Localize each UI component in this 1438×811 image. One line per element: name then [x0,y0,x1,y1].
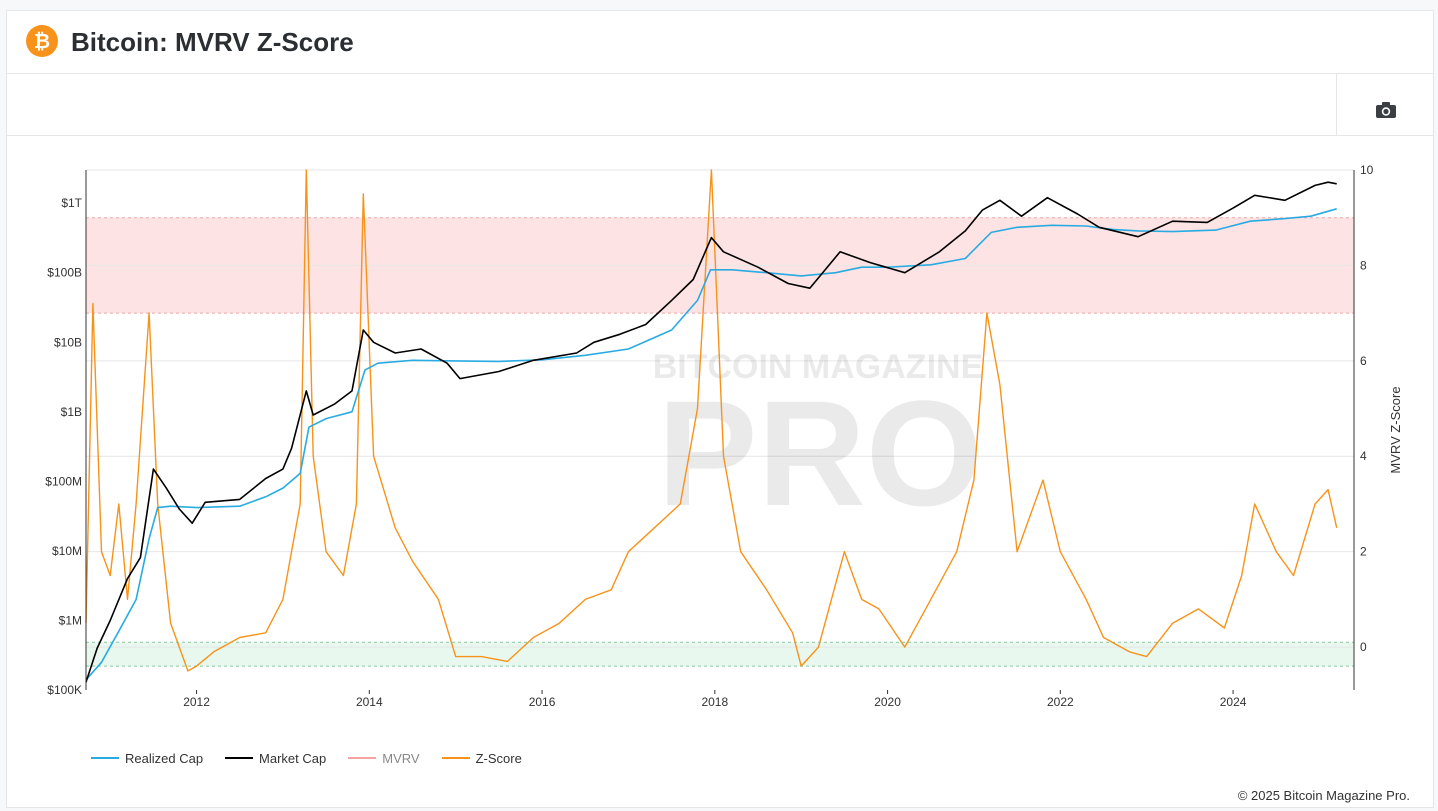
y-tick-label: $100B [47,266,82,280]
legend-item-z-score[interactable]: Z-Score [441,750,522,766]
zone-undervalued [86,642,1354,667]
right-tick-label: 0 [1360,640,1367,654]
axes [85,170,1355,690]
legend-label: MVRV [382,750,420,766]
legend-item-market-cap[interactable]: Market Cap [225,751,326,766]
chart-legend: Realized Cap Market Cap MVRV Z-Score [91,748,522,768]
y-tick-label: $100M [45,474,82,488]
right-tick-label: 8 [1360,258,1367,272]
watermark-line1: BITCOIN MAGAZINE [653,348,984,386]
legend-label: Market Cap [259,750,327,766]
legend-swatch [348,757,377,759]
y-tick-label: $10M [52,544,82,558]
legend-item-realized-cap[interactable]: Realized Cap [91,751,203,766]
chart-toolbar [7,73,1433,136]
y-tick-label: $100K [47,683,82,697]
right-tick-label: 10 [1360,163,1374,177]
legend-label: Realized Cap [125,750,204,766]
chart-card: ₿ Bitcoin: MVRV Z-Score [6,10,1434,808]
x-tick-label: 2018 [701,695,728,709]
series-line-z-score [85,169,1338,672]
series-lines [85,169,1338,683]
y-tick-label: $1M [59,613,82,627]
right-tick-label: 4 [1360,449,1367,463]
bitcoin-logo-icon: ₿ [26,25,58,57]
series-line-market-cap [85,181,1337,683]
legend-swatch [441,757,470,759]
x-ticks: 2012 2014 2016 2018 2020 2022 2024 [183,690,1247,709]
y-tick-label: $1T [61,196,82,210]
x-tick-label: 2012 [183,695,210,709]
legend-label: Z-Score [475,750,522,766]
x-tick-label: 2022 [1047,695,1074,709]
x-tick-label: 2014 [356,695,383,709]
x-tick-label: 2024 [1220,695,1247,709]
page-title: Bitcoin: MVRV Z-Score [71,27,354,57]
right-tick-label: 2 [1360,545,1367,559]
legend-item-mvrv[interactable]: MVRV [348,750,420,766]
left-y-ticks: $100K $1M $10M $100M $1B $10B $100B $1T [45,196,82,697]
toolbar-divider [1336,73,1337,135]
x-tick-label: 2016 [529,695,556,709]
y-tick-label: $10B [54,335,82,349]
watermark: BITCOIN MAGAZINE PRO [653,348,984,537]
y-tick-label: $1B [61,405,82,419]
chart-header: ₿ Bitcoin: MVRV Z-Score [7,11,1433,74]
right-axis-title: MVRV Z-Score [1388,386,1403,473]
copyright-text: © 2025 Bitcoin Magazine Pro. [1237,788,1410,803]
camera-icon[interactable] [1375,101,1397,119]
legend-swatch [225,757,254,759]
legend-swatch [91,757,119,759]
right-y-ticks: 0 2 4 6 8 10 [1360,163,1374,654]
right-tick-label: 6 [1360,354,1367,368]
x-tick-label: 2020 [874,695,901,709]
watermark-line2: PRO [657,369,982,537]
